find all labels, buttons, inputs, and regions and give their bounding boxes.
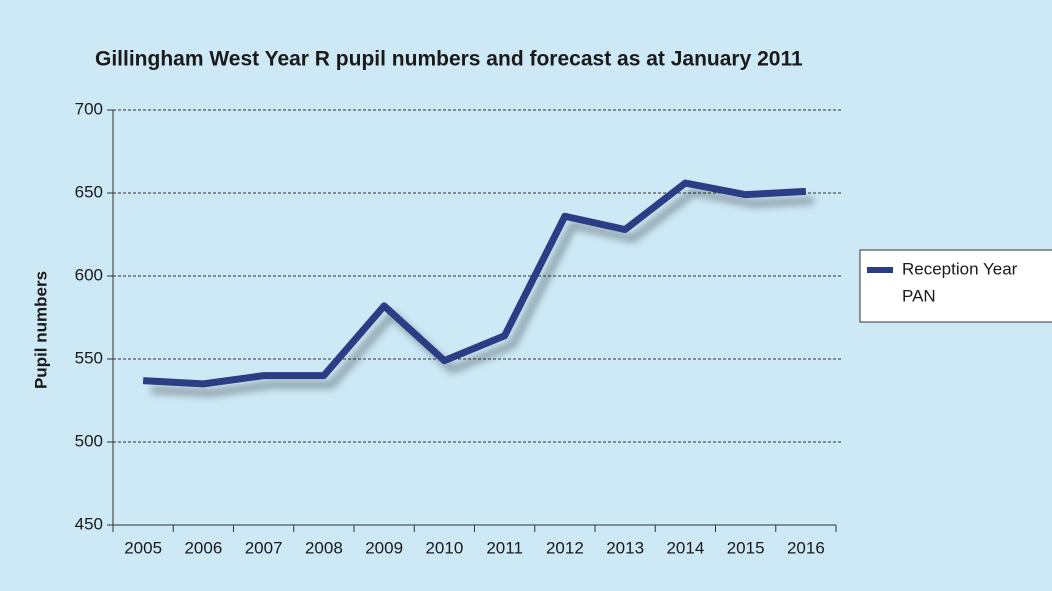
x-tick-label: 2006 [184, 538, 222, 557]
chart-title: Gillingham West Year R pupil numbers and… [95, 48, 803, 71]
y-tick-label: 450 [75, 514, 103, 533]
x-tick-label: 2015 [727, 538, 765, 557]
x-tick-label: 2007 [245, 538, 283, 557]
x-tick-label: 2013 [606, 538, 644, 557]
y-tick-label: 550 [75, 348, 103, 367]
x-tick-label: 2011 [486, 538, 523, 557]
x-tick-label: 2012 [546, 538, 584, 557]
x-tick-label: 2016 [787, 538, 825, 557]
legend-label: Reception Year [902, 259, 1018, 278]
x-tick-label: 2009 [365, 538, 403, 557]
y-axis-label: Pupil numbers [31, 271, 50, 389]
x-tick-label: 2014 [666, 538, 704, 557]
series-line [142, 179, 807, 388]
y-tick-label: 650 [75, 182, 103, 201]
x-tick-label: 2010 [425, 538, 463, 557]
y-tick-label: 700 [75, 99, 103, 118]
x-tick-label: 2008 [305, 538, 343, 557]
x-tick-label: 2005 [124, 538, 162, 557]
legend-box [859, 249, 1052, 323]
y-tick-label: 500 [75, 431, 103, 450]
y-tick-label: 600 [75, 265, 103, 284]
legend-label: PAN [902, 286, 936, 305]
